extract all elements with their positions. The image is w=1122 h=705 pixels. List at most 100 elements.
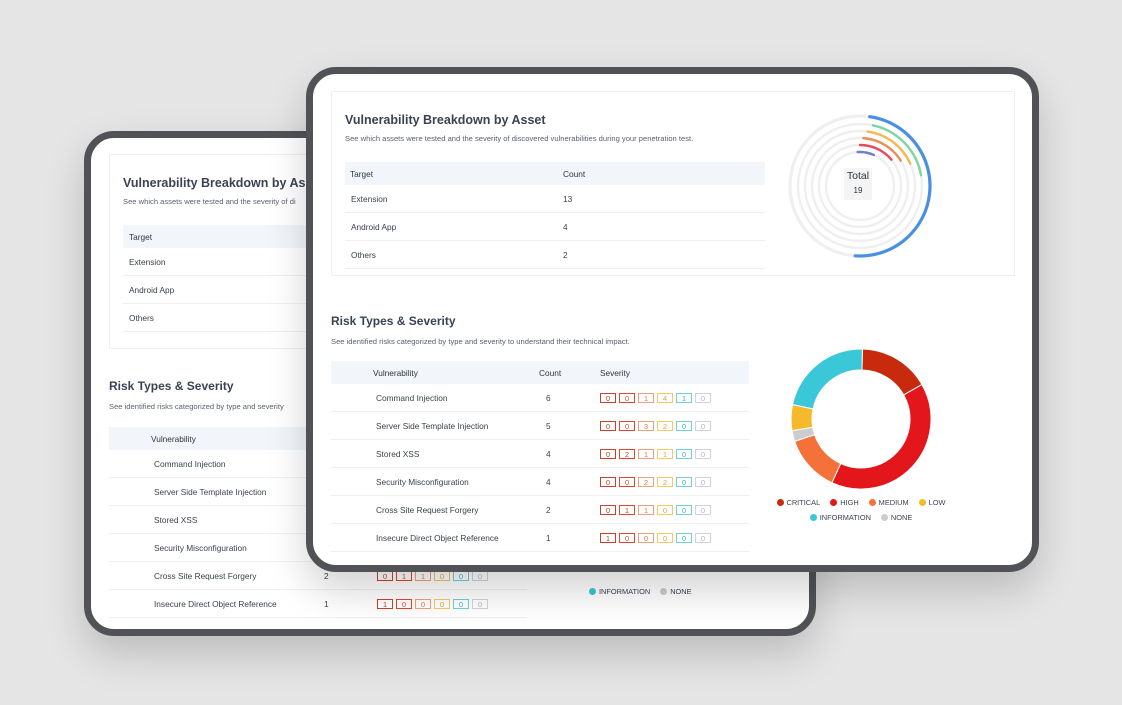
severity-high-count: 1 xyxy=(619,504,635,515)
severity-high-count: 1 xyxy=(396,570,412,581)
severity-critical-count: 1 xyxy=(600,532,616,543)
asset-breakdown-subtitle-back: See which assets were tested and the sev… xyxy=(123,197,296,206)
severity-low-count: 4 xyxy=(657,392,673,403)
severity-critical-count: 0 xyxy=(600,420,616,431)
legend-item-low: LOW xyxy=(918,498,946,507)
table-row[interactable]: Cross Site Request Forgery 2 0 1 1 0 0 0 xyxy=(331,495,749,524)
risk-types-subtitle: See identified risks categorized by type… xyxy=(331,337,630,346)
table-row[interactable]: Insecure Direct Object Reference 1 1 0 0 0 0 0 xyxy=(331,523,749,552)
severity-critical-count: 0 xyxy=(600,392,616,403)
vulnerability-name-cell: Cross Site Request Forgery xyxy=(373,495,539,524)
severity-donut-chart xyxy=(790,348,932,490)
donut-slice-medium[interactable] xyxy=(794,434,842,484)
radial-bar-others-low[interactable] xyxy=(866,130,912,165)
severity-medium-count: 0 xyxy=(638,532,654,543)
table-row[interactable]: Extension 13 xyxy=(345,185,765,213)
col-count-header: Count xyxy=(563,162,765,185)
none-dot-icon xyxy=(880,514,888,521)
radial-bar-others-high[interactable] xyxy=(858,143,893,161)
asset-table: Target Count Extension 13 Android App 4 … xyxy=(345,162,765,269)
severity-information-count: 0 xyxy=(676,420,692,431)
radial-bar-extension[interactable] xyxy=(853,115,932,258)
severity-high-count: 0 xyxy=(619,420,635,431)
asset-table-header: Target Count xyxy=(345,162,765,185)
severity-none-count: 0 xyxy=(695,392,711,403)
radial-bar-android-app[interactable] xyxy=(871,124,923,177)
severity-information-count: 0 xyxy=(676,448,692,459)
vulnerability-name-cell: Security Misconfiguration xyxy=(151,533,317,562)
radial-bar-others-info[interactable] xyxy=(856,150,876,157)
risk-types-title-back: Risk Types & Severity xyxy=(109,379,234,393)
total-label: Total xyxy=(846,170,870,182)
severity-none-count: 0 xyxy=(695,504,711,515)
asset-breakdown-title: Vulnerability Breakdown by Asset xyxy=(345,113,546,127)
table-row[interactable]: Insecure Direct Object Reference 1 1 0 0 0 0 0 xyxy=(109,589,527,618)
information-dot-icon xyxy=(589,588,596,595)
vulnerability-count-cell: 1 xyxy=(317,589,377,618)
legend-item-critical: CRITICAL xyxy=(776,498,820,507)
severity-legend-back: INFORMATION NONE xyxy=(589,587,692,596)
radial-track xyxy=(803,129,917,243)
asset-target-cell: Android App xyxy=(345,212,563,241)
risk-types-title: Risk Types & Severity xyxy=(331,314,456,328)
total-box: Total 19 xyxy=(844,168,872,200)
risk-table-header: Vulnerability Count Severity xyxy=(331,361,749,384)
vulnerability-name-cell: Command Injection xyxy=(373,384,539,412)
vulnerability-count-cell: 4 xyxy=(539,467,600,496)
col-vulnerability-header: Vulnerability xyxy=(373,361,539,384)
vulnerability-count-cell: 5 xyxy=(539,411,600,440)
severity-high-count: 0 xyxy=(619,392,635,403)
none-dot-icon xyxy=(660,588,668,595)
donut-slice-information[interactable] xyxy=(791,348,863,410)
severity-none-count: 0 xyxy=(472,570,488,581)
vulnerability-name-cell: Stored XSS xyxy=(151,505,317,534)
radial-track xyxy=(796,122,924,250)
severity-high-count: 0 xyxy=(619,476,635,487)
vulnerability-count-cell: 1 xyxy=(539,523,600,552)
severity-critical-count: 0 xyxy=(600,476,616,487)
severity-critical-count: 0 xyxy=(377,570,393,581)
severity-none-count: 0 xyxy=(695,420,711,431)
vulnerability-count-cell: 4 xyxy=(539,439,600,468)
information-dot-icon xyxy=(809,514,817,521)
col-count-header: Count xyxy=(539,361,600,384)
risk-types-subtitle-back: See identified risks categorized by type… xyxy=(109,402,284,411)
severity-medium-count: 1 xyxy=(638,392,654,403)
legend-item: NONE xyxy=(660,587,692,596)
table-row[interactable]: Android App 4 xyxy=(345,212,765,241)
severity-low-count: 1 xyxy=(657,448,673,459)
legend-item-information: INFORMATION xyxy=(809,513,871,522)
severity-low-count: 0 xyxy=(657,504,673,515)
asset-breakdown-subtitle: See which assets were tested and the sev… xyxy=(345,134,694,143)
donut-slice-critical[interactable] xyxy=(861,348,923,396)
severity-critical-count: 0 xyxy=(600,504,616,515)
radial-bar-others-medium[interactable] xyxy=(862,136,902,162)
asset-radial-chart xyxy=(788,114,932,258)
severity-none-count: 0 xyxy=(695,476,711,487)
table-row[interactable]: Others 2 xyxy=(345,240,765,269)
severity-high-count: 0 xyxy=(619,532,635,543)
vulnerability-name-cell: Stored XSS xyxy=(373,439,539,468)
severity-medium-count: 1 xyxy=(638,504,654,515)
vulnerability-name-cell: Insecure Direct Object Reference xyxy=(373,523,539,552)
asset-breakdown-card: Vulnerability Breakdown by Asset See whi… xyxy=(331,91,1015,276)
severity-high-count: 0 xyxy=(396,598,412,609)
medium-dot-icon xyxy=(868,499,876,506)
severity-medium-count: 1 xyxy=(415,570,431,581)
severity-low-count: 2 xyxy=(657,420,673,431)
donut-slice-high[interactable] xyxy=(831,383,932,490)
vulnerability-name-cell: Insecure Direct Object Reference xyxy=(151,589,317,618)
asset-count-cell: 4 xyxy=(563,212,765,241)
vulnerability-name-cell: Command Injection xyxy=(151,450,317,478)
severity-medium-count: 0 xyxy=(415,598,431,609)
severity-none-count: 0 xyxy=(695,532,711,543)
